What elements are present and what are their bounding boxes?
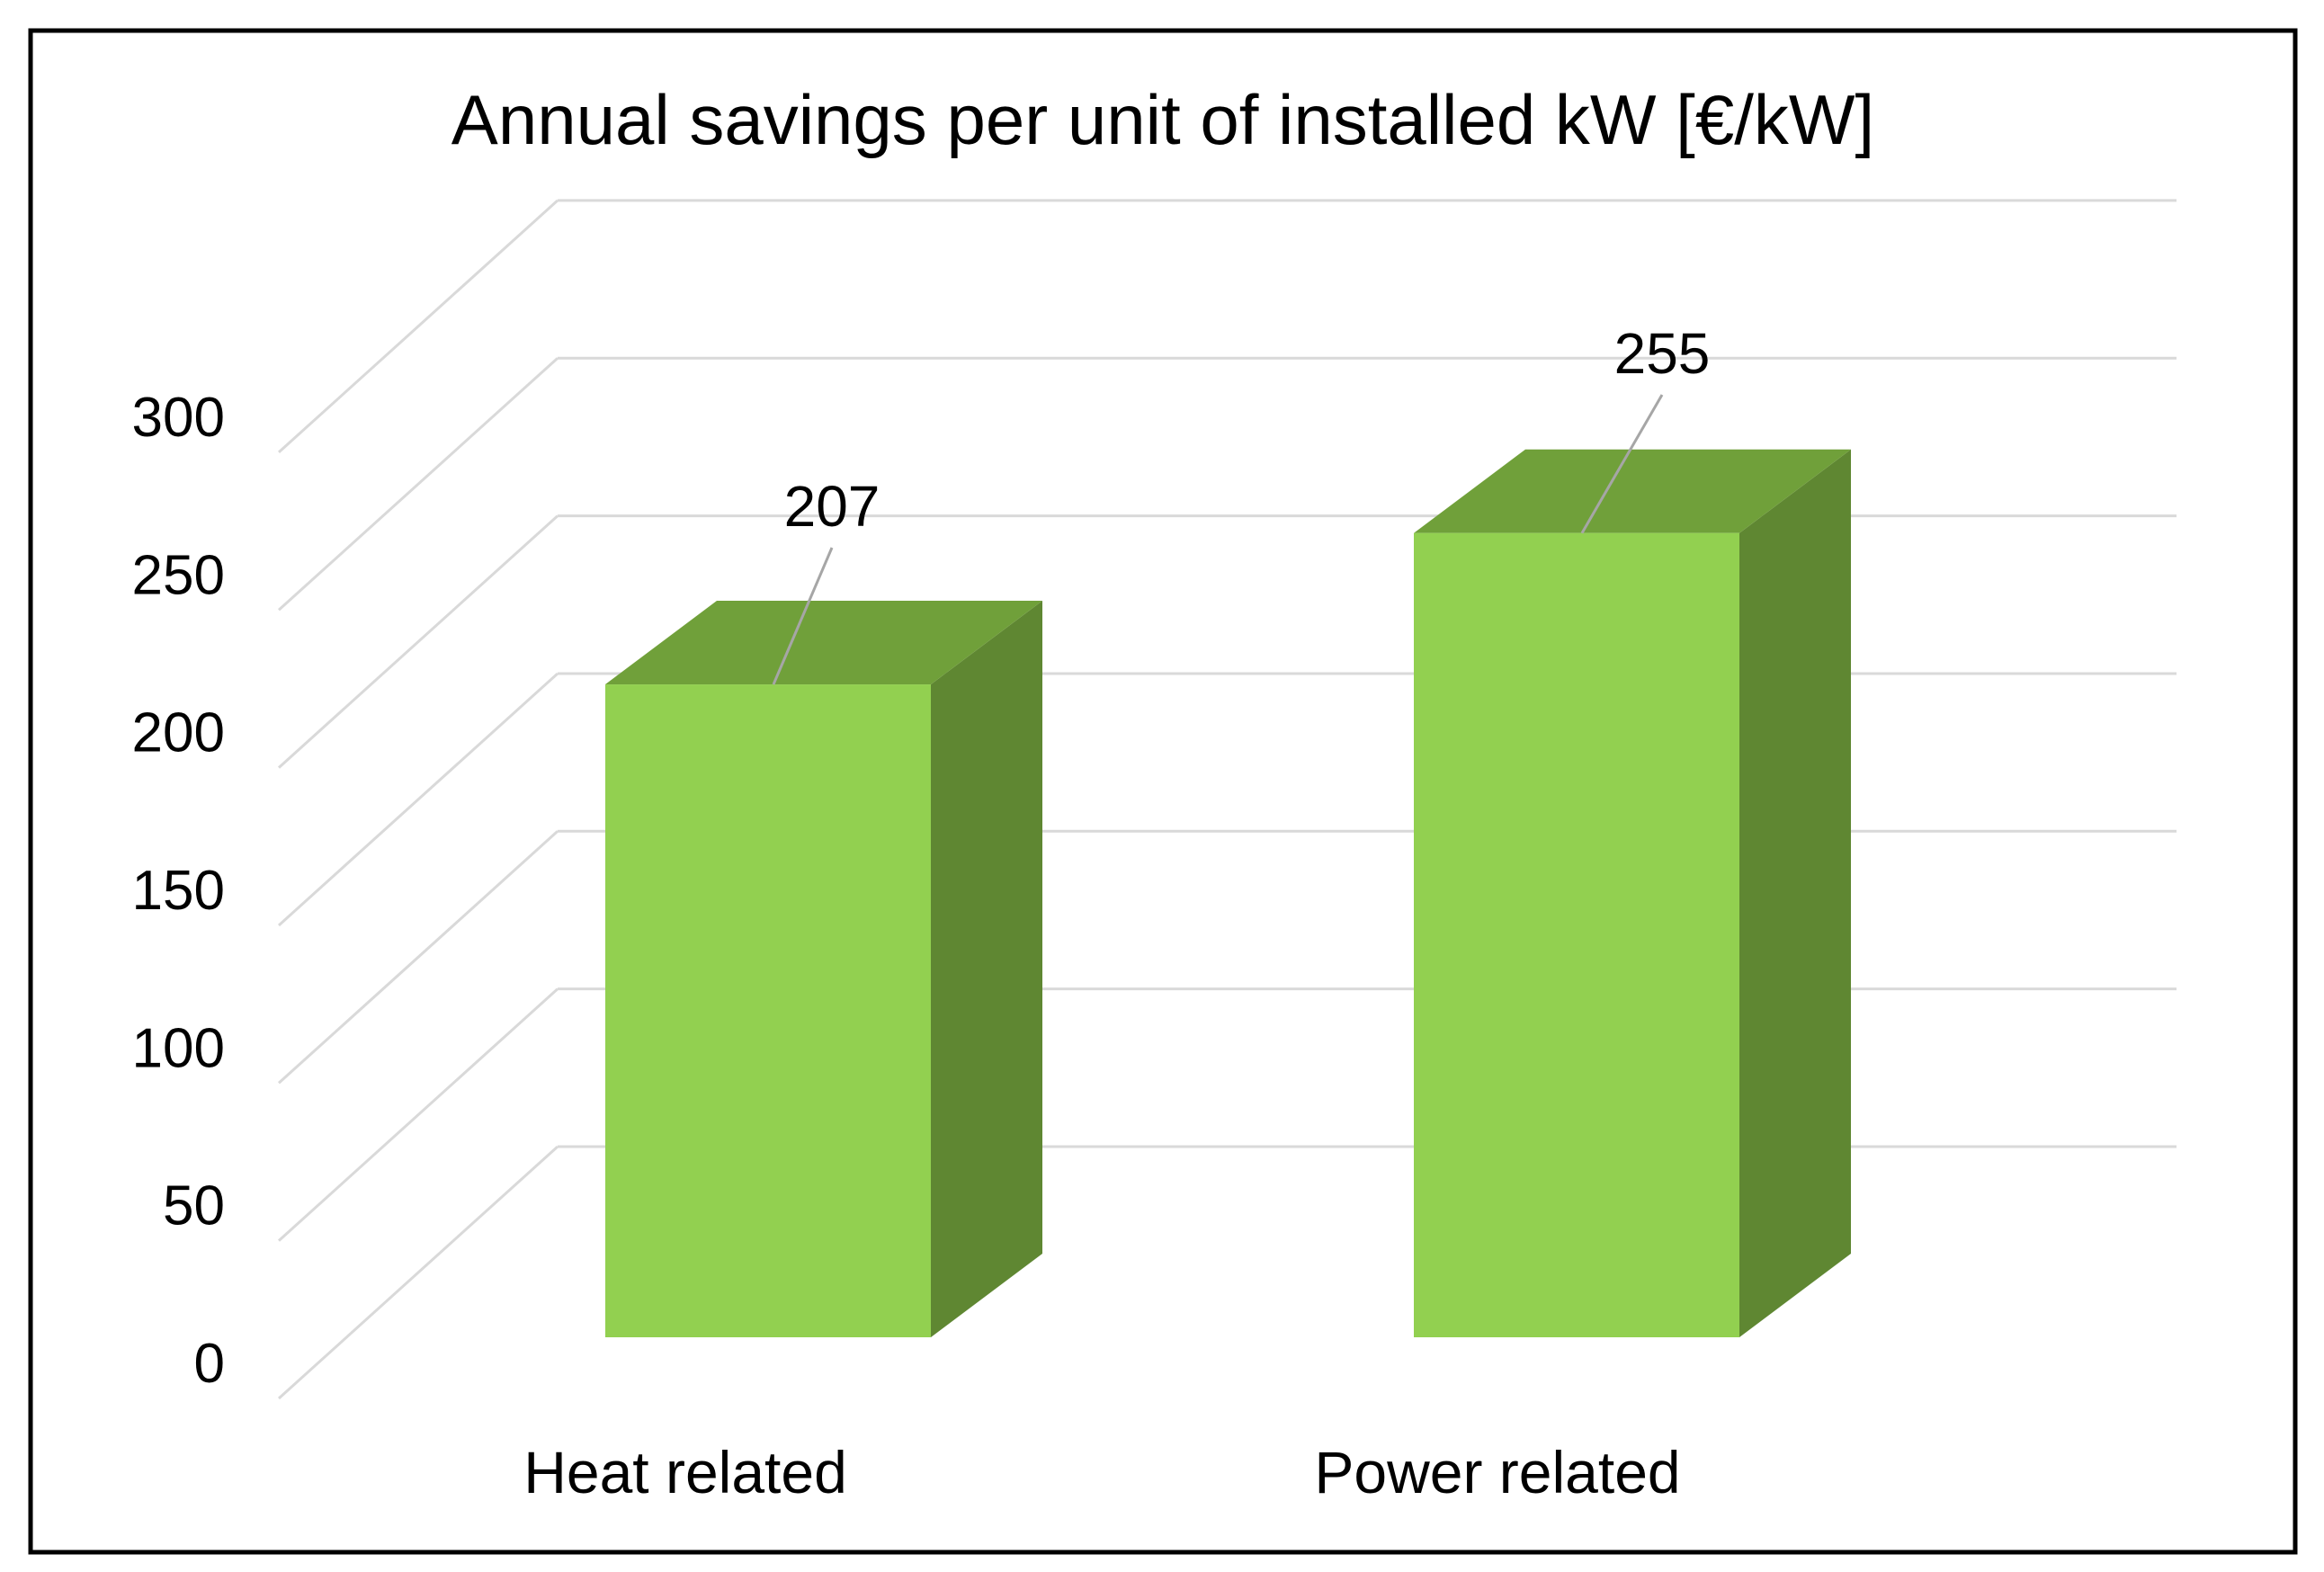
y-axis-tick-labels: 0 50 100 150 200 250 300 bbox=[132, 387, 225, 1395]
bar bbox=[1414, 532, 1739, 1337]
category-label: Power related bbox=[1314, 1439, 1680, 1505]
y-tick-label: 0 bbox=[194, 1333, 225, 1395]
y-tick-label: 50 bbox=[163, 1175, 225, 1237]
gridline-wall bbox=[277, 1145, 559, 1400]
chart-title: Annual savings per unit of installed kW … bbox=[451, 80, 1874, 159]
data-label: 207 bbox=[784, 474, 880, 539]
bar-side-face bbox=[1739, 449, 1851, 1338]
gridline-wall bbox=[277, 357, 559, 612]
gridline-wall bbox=[277, 987, 559, 1242]
data-label: 255 bbox=[1614, 321, 1711, 386]
bar-top-face bbox=[1414, 449, 1851, 533]
gridline-wall bbox=[277, 830, 559, 1085]
y-tick-label: 250 bbox=[132, 544, 225, 606]
bars: 207 255 bbox=[605, 321, 1851, 1338]
y-tick-label: 100 bbox=[132, 1017, 225, 1079]
bar bbox=[605, 684, 931, 1337]
y-tick-label: 150 bbox=[132, 860, 225, 922]
bar-side-face bbox=[931, 601, 1042, 1337]
gridline-wall bbox=[277, 514, 559, 769]
y-tick-label: 200 bbox=[132, 702, 225, 764]
data-label-leader bbox=[772, 547, 834, 685]
gridline-wall bbox=[277, 199, 559, 454]
gridline-wall bbox=[277, 672, 559, 927]
chart-border bbox=[28, 28, 2298, 1555]
bar-top-face bbox=[605, 601, 1042, 685]
category-label: Heat related bbox=[523, 1439, 847, 1505]
data-label-leader bbox=[1580, 394, 1664, 534]
y-tick-label: 300 bbox=[132, 387, 225, 449]
category-labels: Heat related Power related bbox=[523, 1439, 1680, 1505]
